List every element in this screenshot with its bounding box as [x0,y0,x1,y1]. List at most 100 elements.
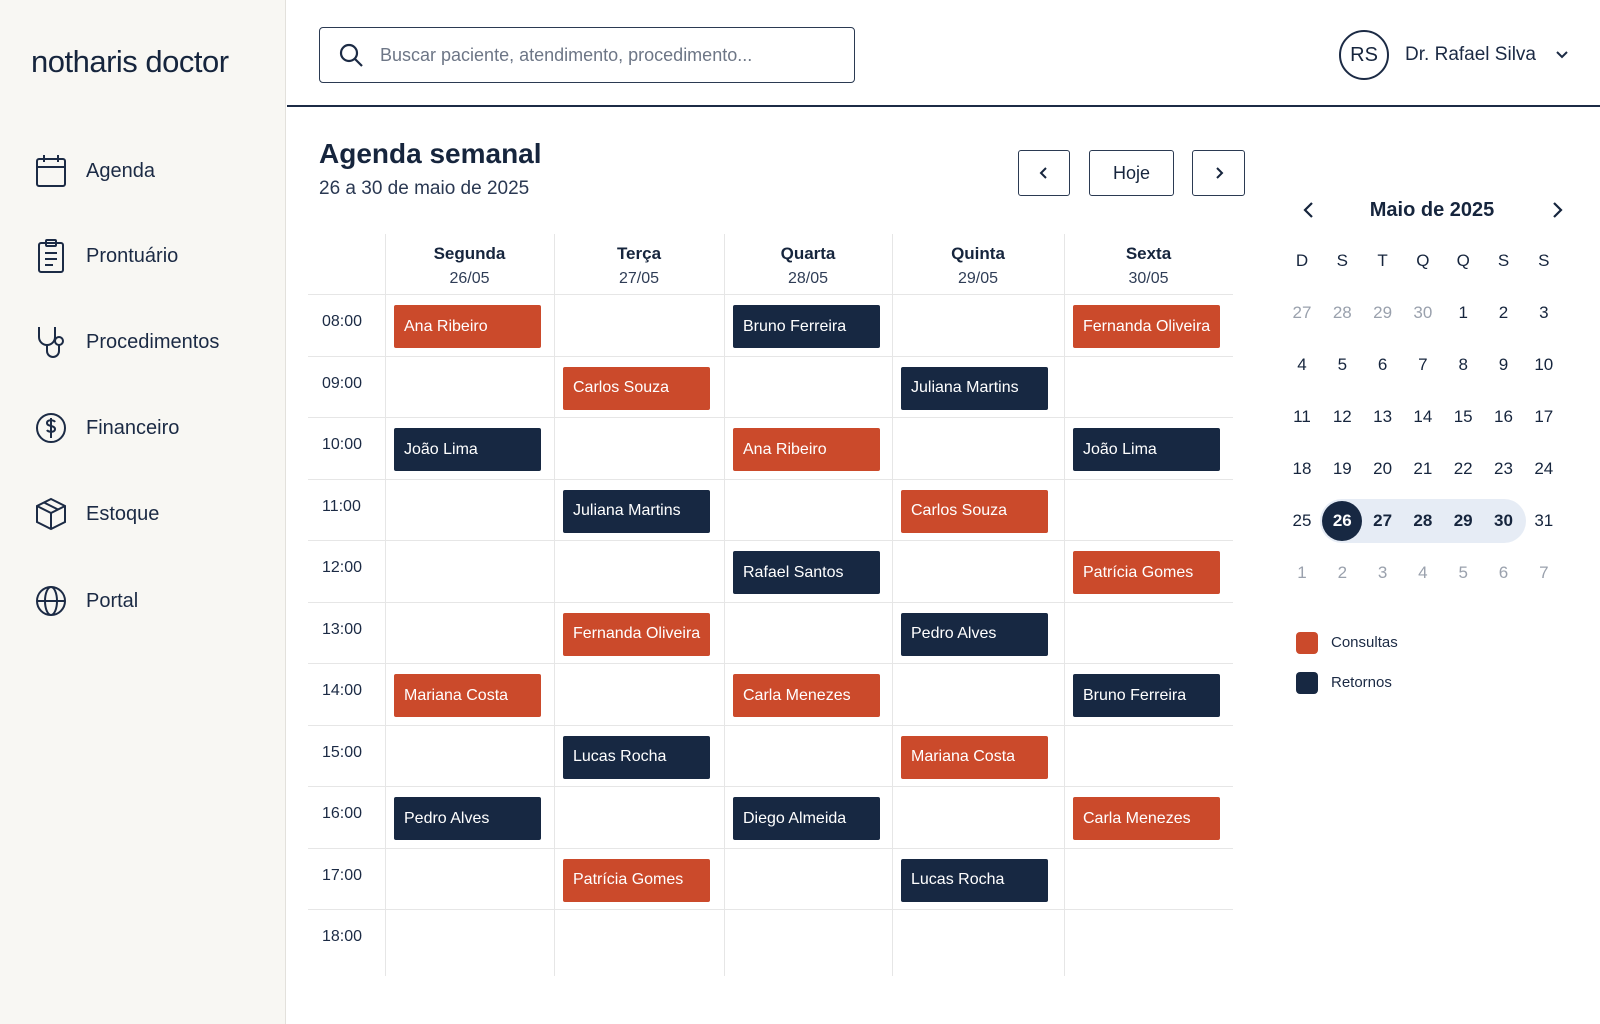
calendar-day[interactable]: 27 [1292,303,1312,322]
grid-column-divider [554,234,555,976]
prev-month-button[interactable] [1298,199,1320,221]
chevron-left-icon [1039,167,1047,179]
globe-icon [34,582,68,620]
clipboard-icon [34,237,68,275]
calendar-day[interactable]: 28 [1332,303,1352,322]
calendar-day[interactable]: 10 [1534,355,1554,374]
appointment-consulta[interactable]: Carla Menezes [733,674,880,717]
weekday-label: Q [1456,251,1470,270]
grid-row-divider [308,724,1233,726]
search-input[interactable] [380,44,820,66]
calendar-day[interactable]: 28 [1413,511,1433,530]
search-box[interactable] [319,27,855,83]
calendar-day[interactable]: 4 [1297,355,1307,374]
appointment-retorno[interactable]: Diego Almeida [733,797,880,840]
appointment-consulta[interactable]: Mariana Costa [901,735,1048,779]
appointment-consulta[interactable]: Carlos Souza [901,489,1048,533]
appointment-retorno[interactable]: Bruno Ferreira [1073,674,1220,717]
box-icon [34,495,68,533]
appointment-retorno[interactable]: Juliana Martins [563,489,710,533]
appointment-retorno[interactable]: Pedro Alves [394,797,541,840]
appointment-consulta[interactable]: Mariana Costa [394,674,541,717]
calendar-day[interactable]: 15 [1453,407,1473,426]
avatar[interactable]: RS [1339,30,1390,80]
user-name[interactable]: Dr. Rafael Silva [1405,44,1536,65]
sidebar-item-portal[interactable]: Portal [34,579,138,623]
calendar-day[interactable]: 5 [1458,563,1468,582]
appointment-retorno[interactable]: João Lima [1073,428,1220,471]
calendar-day[interactable]: 2 [1337,563,1348,582]
calendar-day[interactable]: 6 [1377,355,1388,374]
calendar-day[interactable]: 17 [1534,407,1554,426]
calendar-day[interactable]: 11 [1293,407,1311,426]
calendar-day[interactable]: 22 [1453,459,1473,478]
calendar-day[interactable]: 6 [1498,563,1509,582]
appointment-retorno[interactable]: Juliana Martins [901,366,1048,410]
sidebar-item-financeiro[interactable]: Financeiro [34,406,179,450]
calendar-day[interactable]: 7 [1539,563,1549,582]
sidebar-item-label: Prontuário [86,244,179,267]
calendar-day[interactable]: 9 [1498,355,1509,374]
time-label: 12:00 [322,559,363,576]
calendar-day[interactable]: 18 [1292,459,1312,478]
calendar-day[interactable]: 3 [1539,303,1549,322]
calendar-day[interactable]: 27 [1373,511,1393,530]
calendar-day[interactable]: 14 [1413,407,1433,426]
calendar-day[interactable]: 30 [1494,511,1513,530]
appointment-consulta[interactable]: Ana Ribeiro [733,428,880,471]
sidebar-item-agenda[interactable]: Agenda [34,149,155,193]
day-date: 28/05 [787,270,829,287]
appointment-consulta[interactable]: Carla Menezes [1073,797,1220,840]
prev-week-button[interactable] [1018,150,1070,196]
appointment-consulta[interactable]: Fernanda Oliveira [563,612,710,656]
appointment-consulta[interactable]: Patrícia Gomes [1073,551,1220,594]
page-title: Agenda semanal [319,138,542,169]
appointment-consulta[interactable]: Patrícia Gomes [563,858,710,902]
calendar-day-selected[interactable]: 26 [1322,501,1363,541]
appointment-retorno[interactable]: Lucas Rocha [901,858,1048,902]
calendar-day[interactable]: 31 [1534,511,1554,530]
grid-row-divider [308,601,1233,603]
calendar-day[interactable]: 29 [1373,303,1393,322]
weekday-label: T [1377,251,1388,270]
appointment-retorno[interactable]: Bruno Ferreira [733,305,880,348]
weekday-label: S [1336,251,1348,270]
sidebar-item-estoque[interactable]: Estoque [34,492,159,536]
calendar-day[interactable]: 19 [1332,459,1352,478]
time-label: 18:00 [322,928,363,945]
calendar-day[interactable]: 30 [1413,303,1433,322]
appointment-retorno[interactable]: João Lima [394,428,541,471]
appointment-consulta[interactable]: Carlos Souza [563,366,710,410]
appointment-consulta[interactable]: Fernanda Oliveira [1073,305,1220,348]
calendar-day[interactable]: 1 [1458,303,1468,322]
calendar-day[interactable]: 24 [1534,459,1554,478]
calendar-day[interactable]: 21 [1413,459,1433,478]
calendar-day[interactable]: 25 [1292,511,1312,530]
sidebar-item-prontuario[interactable]: Prontuário [34,234,178,278]
day-name: Terça [616,244,662,263]
calendar-day[interactable]: 5 [1337,355,1348,374]
calendar-day[interactable]: 2 [1498,303,1509,322]
day-name: Quarta [780,244,836,263]
next-week-button[interactable] [1192,150,1245,196]
appointment-retorno[interactable]: Lucas Rocha [563,735,710,779]
calendar-day[interactable]: 13 [1373,407,1393,426]
today-button[interactable]: Hoje [1089,150,1174,196]
calendar-day[interactable]: 8 [1458,355,1468,374]
appointment-retorno[interactable]: Rafael Santos [733,551,880,594]
calendar-day[interactable]: 29 [1453,511,1473,530]
calendar-day[interactable]: 12 [1332,407,1352,426]
appointment-consulta[interactable]: Ana Ribeiro [394,305,541,348]
calendar-day[interactable]: 4 [1418,563,1428,582]
calendar-day[interactable]: 16 [1494,407,1513,426]
calendar-day[interactable]: 20 [1373,459,1393,478]
chevron-down-icon[interactable] [1554,47,1570,63]
calendar-day[interactable]: 1 [1297,563,1307,582]
calendar-day[interactable]: 3 [1377,563,1388,582]
user-menu[interactable]: RS Dr. Rafael Silva [1339,30,1570,80]
sidebar-item-procedimentos[interactable]: Procedimentos [34,320,219,364]
calendar-day[interactable]: 23 [1494,459,1513,478]
calendar-day[interactable]: 7 [1418,355,1428,374]
appointment-retorno[interactable]: Pedro Alves [901,612,1048,656]
next-month-button[interactable] [1546,199,1568,221]
